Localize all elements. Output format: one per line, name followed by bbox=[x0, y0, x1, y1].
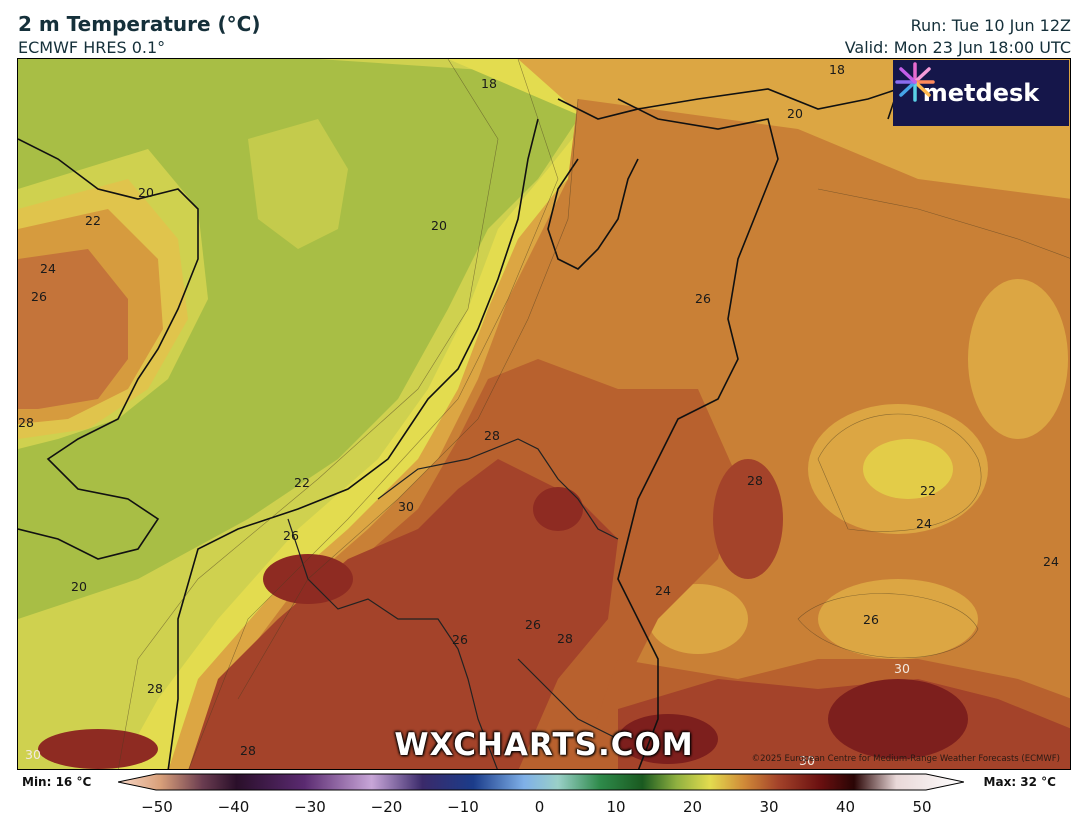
color-scale-tick: −40 bbox=[217, 798, 250, 816]
logo-text: metdesk bbox=[922, 79, 1040, 107]
color-scale-tick: 10 bbox=[606, 798, 626, 816]
contour-label: 30 bbox=[799, 753, 815, 768]
temperature-map[interactable]: 18 18 20 20 22 20 24 26 26 28 28 30 22 2… bbox=[17, 58, 1071, 770]
contour-label: 18 bbox=[481, 76, 497, 91]
contour-label: 22 bbox=[294, 475, 310, 490]
color-scale-tick: 40 bbox=[835, 798, 856, 816]
contour-label: 26 bbox=[695, 291, 711, 306]
contour-labels: 18 18 20 20 22 20 24 26 26 28 28 30 22 2… bbox=[18, 62, 1059, 768]
color-scale-tick: 30 bbox=[759, 798, 779, 816]
contour-label: 22 bbox=[920, 483, 936, 498]
contour-label: 28 bbox=[240, 743, 256, 758]
contour-label: 22 bbox=[85, 213, 101, 228]
contour-label: 28 bbox=[484, 428, 500, 443]
contour-label: 28 bbox=[557, 631, 573, 646]
contour-label: 26 bbox=[452, 632, 468, 647]
contour-label: 26 bbox=[31, 289, 47, 304]
contour-label: 24 bbox=[40, 261, 56, 276]
contour-label: 24 bbox=[1043, 554, 1059, 569]
color-scale-tick: 20 bbox=[682, 798, 703, 816]
copyright-notice: ©2025 European Centre for Medium-Range W… bbox=[751, 754, 1060, 764]
contour-label: 20 bbox=[138, 185, 154, 200]
contour-label: 20 bbox=[71, 579, 87, 594]
color-scale-ticks: −50 −40 −30 −20 −10 0 10 20 30 40 50 bbox=[0, 796, 1088, 820]
contour-label: 28 bbox=[747, 473, 763, 488]
contour-label: 26 bbox=[863, 612, 879, 627]
map-canvas: 18 18 20 20 22 20 24 26 26 28 28 30 22 2… bbox=[18, 59, 1070, 769]
color-scale-tick: −50 bbox=[141, 798, 173, 816]
contour-label: 24 bbox=[655, 583, 671, 598]
valid-time: Valid: Mon 23 Jun 18:00 UTC bbox=[844, 38, 1071, 57]
watermark: WXCHARTS.COM bbox=[394, 727, 694, 763]
contour-label: 30 bbox=[25, 747, 41, 762]
contour-label: 30 bbox=[894, 661, 910, 676]
contour-label: 24 bbox=[916, 516, 932, 531]
asterisk-burst-icon bbox=[895, 62, 935, 102]
contour-label: 20 bbox=[431, 218, 447, 233]
contour-label: 28 bbox=[18, 415, 34, 430]
model-label: ECMWF HRES 0.1° bbox=[18, 38, 166, 57]
contour-label: 28 bbox=[147, 681, 163, 696]
color-scale-bar bbox=[118, 773, 964, 791]
contour-label: 20 bbox=[787, 106, 803, 121]
color-scale-tick: 0 bbox=[534, 798, 545, 816]
max-value: Max: 32 °C bbox=[983, 775, 1056, 789]
color-scale-tick: 50 bbox=[912, 798, 932, 816]
contour-label: 26 bbox=[283, 528, 299, 543]
color-scale-tick: −30 bbox=[294, 798, 326, 816]
chart-title: 2 m Temperature (°C) bbox=[18, 12, 261, 36]
color-scale-tick: −20 bbox=[370, 798, 403, 816]
min-value: Min: 16 °C bbox=[22, 775, 92, 789]
run-time: Run: Tue 10 Jun 12Z bbox=[910, 16, 1071, 35]
contour-label: 30 bbox=[398, 499, 414, 514]
color-scale-tick: −10 bbox=[447, 798, 479, 816]
contour-label: 26 bbox=[525, 617, 541, 632]
contour-label: 18 bbox=[829, 62, 845, 77]
metdesk-logo[interactable]: metdesk bbox=[893, 60, 1069, 126]
